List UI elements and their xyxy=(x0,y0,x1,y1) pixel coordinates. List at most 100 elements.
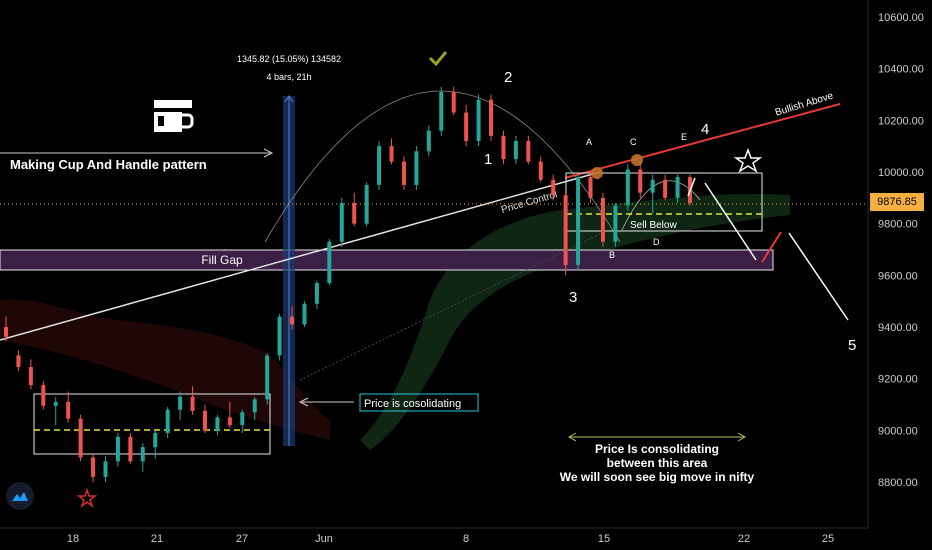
candle xyxy=(364,182,369,227)
candle xyxy=(464,104,469,147)
candle xyxy=(650,174,655,214)
candle xyxy=(165,407,170,439)
wave-label-2: 2 xyxy=(504,69,512,86)
candle xyxy=(128,432,133,464)
candle xyxy=(538,156,543,183)
mug-icon xyxy=(154,100,194,132)
letter-label-a: A xyxy=(586,137,592,147)
candle xyxy=(501,130,506,165)
letter-label-b: B xyxy=(609,250,615,260)
projection-up xyxy=(761,231,782,263)
measure-price-label: 1345.82 (15.05%) 134582 xyxy=(237,54,341,64)
time-tick-label: 25 xyxy=(822,533,834,545)
candle xyxy=(675,174,680,203)
time-axis: 18 21 27 Jun 8 15 22 25 xyxy=(67,533,834,545)
candle xyxy=(202,404,207,433)
candle xyxy=(638,161,643,198)
measure-bars-label: 4 bars, 21h xyxy=(266,72,311,82)
wave-label-5: 5 xyxy=(848,337,856,354)
candle xyxy=(252,396,257,420)
candle xyxy=(314,280,319,309)
candle xyxy=(140,443,145,472)
letter-label-d: D xyxy=(653,237,660,247)
cup-arrow-head-icon xyxy=(263,148,274,158)
price-tick-label: 9800.00 xyxy=(878,219,918,231)
candle xyxy=(190,386,195,415)
time-tick-label: 22 xyxy=(738,533,750,545)
candle xyxy=(526,135,531,165)
consolidation-box-left xyxy=(33,393,271,455)
consolidating-line-2: between this area xyxy=(607,456,708,470)
wave-label-3: 3 xyxy=(569,289,577,306)
marker-a-dot xyxy=(591,167,603,179)
candle xyxy=(327,239,332,286)
price-tick-label: 9600.00 xyxy=(878,270,918,282)
price-tick-label: 10000.00 xyxy=(878,167,924,179)
candle xyxy=(178,391,183,420)
price-tick-label: 9000.00 xyxy=(878,425,918,437)
time-tick-label: 18 xyxy=(67,533,79,545)
price-axis: 10600.00 10400.00 10200.00 10000.00 9800.00 9… xyxy=(878,12,924,489)
candle xyxy=(53,396,58,426)
handle-tick xyxy=(687,177,696,197)
candle xyxy=(240,409,245,433)
measure-arrow-icon xyxy=(284,95,294,103)
time-tick-label: 8 xyxy=(463,533,469,545)
candle xyxy=(339,197,344,247)
candle xyxy=(414,146,419,191)
candle xyxy=(290,306,295,330)
candle xyxy=(513,135,518,165)
cloud-zone xyxy=(0,299,330,440)
wave-label-1: 1 xyxy=(484,151,492,168)
candle xyxy=(4,316,8,342)
candle xyxy=(625,164,630,211)
star-red-icon xyxy=(76,487,98,509)
cloud-zone-green xyxy=(360,193,790,451)
range-arrow-left-icon xyxy=(567,432,577,442)
candle xyxy=(78,414,83,462)
price-control-line xyxy=(0,171,601,341)
projection-path xyxy=(704,182,757,261)
price-tick-label: 8800.00 xyxy=(878,477,918,489)
candle xyxy=(41,381,46,410)
time-tick-label: 27 xyxy=(236,533,248,545)
consolidating-line-3: We will soon see big move in nifty xyxy=(560,470,755,484)
candle xyxy=(563,190,568,276)
candle xyxy=(115,432,120,467)
consolidating-box-frame xyxy=(359,393,479,412)
candle xyxy=(302,301,307,327)
cup-handle-label: Making Cup And Handle pattern xyxy=(10,157,207,172)
candle xyxy=(663,174,668,201)
candle xyxy=(489,94,494,141)
fill-gap-band xyxy=(0,249,774,271)
fill-gap-label: Fill Gap xyxy=(201,253,243,267)
price-tick-label: 10400.00 xyxy=(878,64,924,76)
candle xyxy=(551,174,556,201)
time-tick-label: 21 xyxy=(151,533,163,545)
wave-label-4: 4 xyxy=(701,121,709,138)
candle xyxy=(451,86,456,116)
tradingview-logo-icon[interactable] xyxy=(6,482,34,510)
check-icon xyxy=(428,51,448,67)
price-tick-label: 10200.00 xyxy=(878,115,924,127)
bullish-line xyxy=(564,103,841,179)
candle xyxy=(215,414,220,436)
letter-label-e: E xyxy=(681,132,687,142)
consolidating-line-1: Price Is consolidating xyxy=(595,442,719,456)
candle xyxy=(352,192,357,227)
candle xyxy=(66,391,71,423)
letter-label-c: C xyxy=(630,137,637,147)
price-tick-label: 9400.00 xyxy=(878,322,918,334)
price-control-label: Price Control xyxy=(500,189,559,216)
sell-below-label: Sell Below xyxy=(630,220,677,231)
candle xyxy=(613,203,618,247)
candle xyxy=(277,314,282,361)
candle xyxy=(28,359,33,389)
candle xyxy=(401,156,406,191)
price-tick-label: 9200.00 xyxy=(878,374,918,386)
candle xyxy=(439,86,444,136)
candles xyxy=(4,86,692,482)
candle xyxy=(588,172,593,203)
candle xyxy=(600,192,605,247)
